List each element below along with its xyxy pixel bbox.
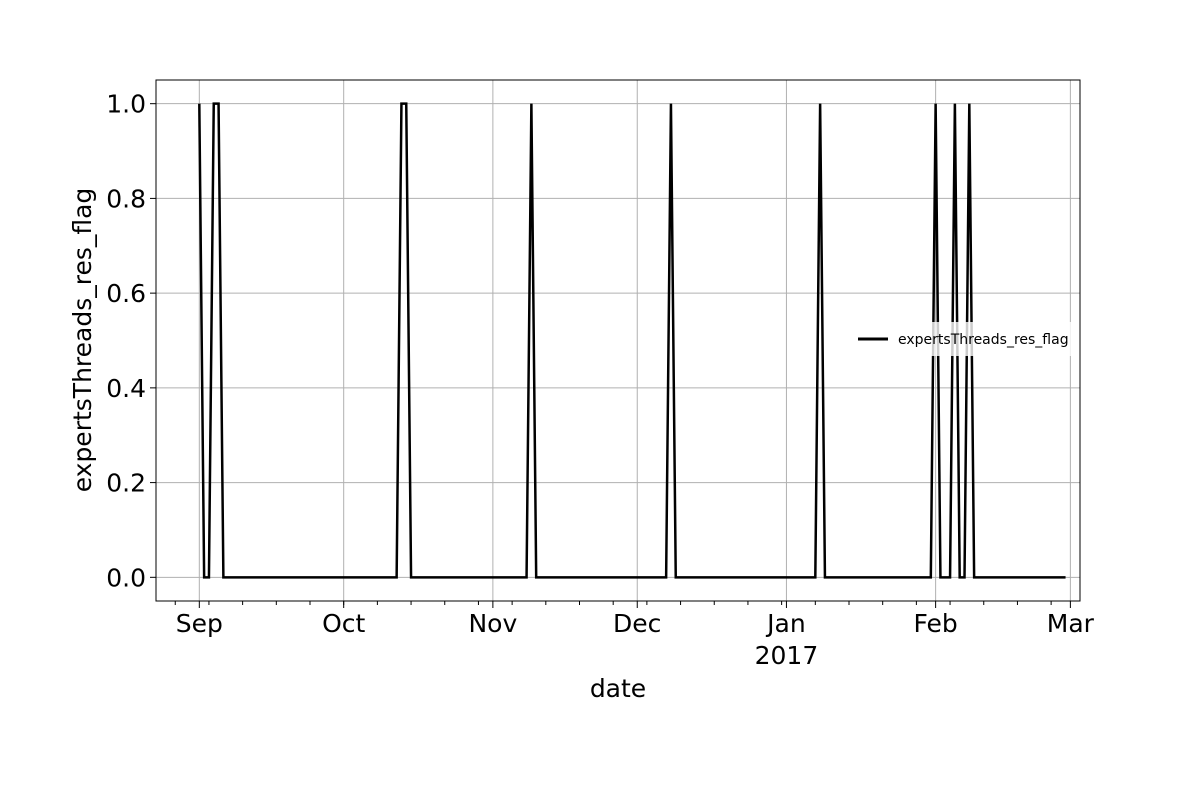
x-axis-label: date: [590, 674, 646, 703]
axis-ticks: 0.0 0.2 0.4 0.6 0.8 1.0 Sep Oct Nov Dec Jan 2017 Feb…: [106, 90, 1094, 670]
x-tick-label: Nov: [468, 609, 517, 638]
x-tick-label: Mar: [1047, 609, 1095, 638]
x-tick-label: Dec: [613, 609, 661, 638]
x-tick-label: Jan: [765, 609, 806, 638]
series-layer: [198, 102, 1066, 579]
y-axis-label: expertsThreads_res_flag: [68, 188, 97, 493]
y-tick-label: 0.4: [106, 374, 146, 403]
y-tick-label: 0.8: [106, 184, 146, 213]
y-tick-label: 1.0: [106, 90, 146, 119]
grid-lines: [156, 80, 1080, 601]
x-tick-label: Feb: [913, 609, 957, 638]
legend-label-expertsThreads_res_flag: expertsThreads_res_flag: [898, 332, 1069, 348]
y-tick-label: 0.2: [106, 469, 146, 498]
x-tick-label: Oct: [322, 609, 365, 638]
x-tick-label: Sep: [176, 609, 223, 638]
y-tick-label: 0.6: [106, 279, 146, 308]
y-tick-label: 0.0: [106, 563, 146, 592]
x-tick-sublabel: 2017: [755, 641, 819, 670]
series-line-expertsThreads_res_flag: [198, 102, 1066, 579]
plot-area-frame: [155, 79, 1081, 602]
legend: expertsThreads_res_flag: [846, 322, 1078, 356]
